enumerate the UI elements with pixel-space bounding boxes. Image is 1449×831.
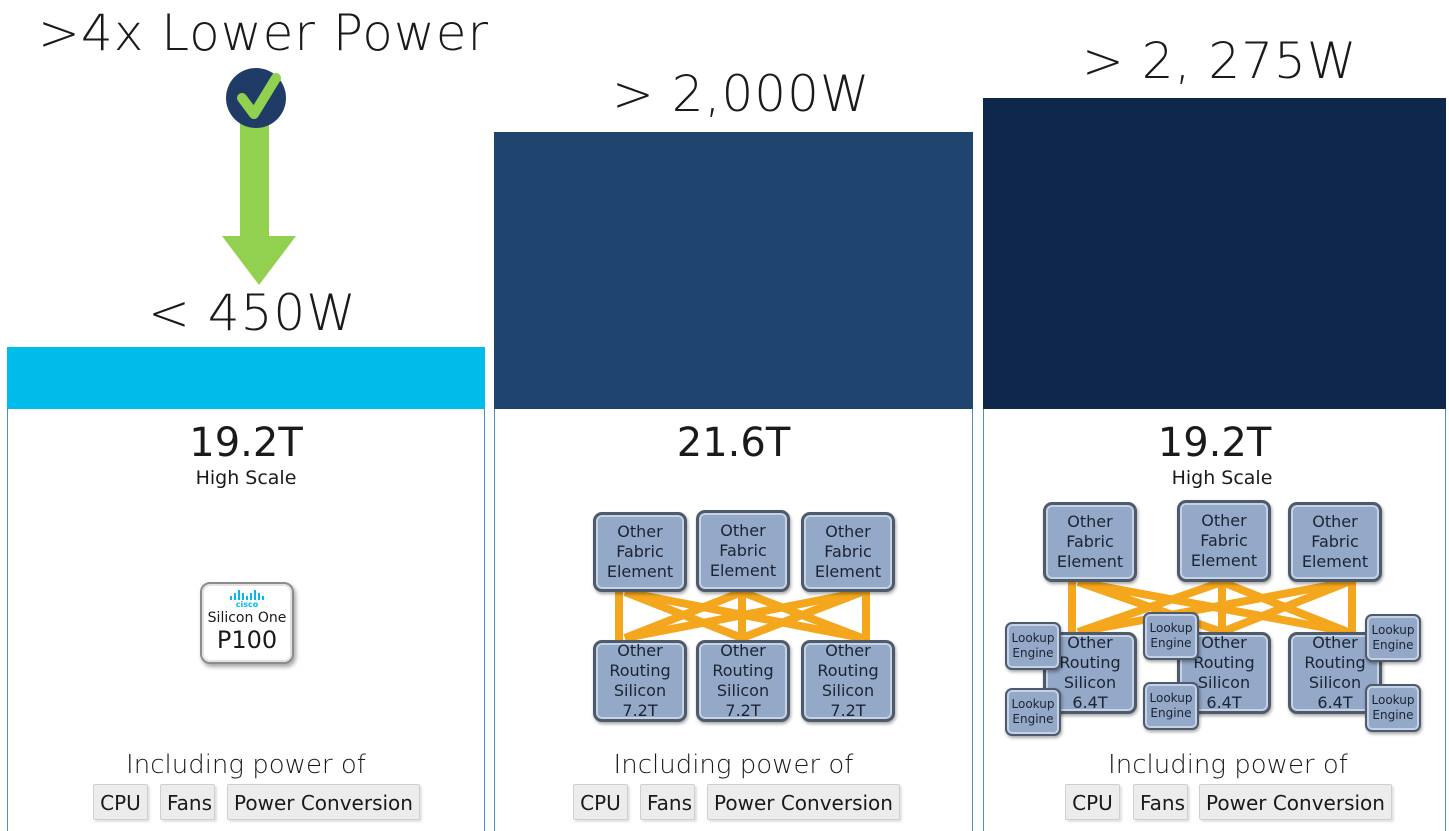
routing-silicon-2b: Other Routing Silicon 7.2T — [696, 640, 790, 722]
power-bar-competitor-1 — [494, 132, 973, 409]
chip-cpu-3: CPU — [1065, 784, 1120, 820]
column-1-frame — [7, 347, 485, 831]
capacity-competitor-1: 21.6T — [676, 420, 791, 466]
check-icon — [226, 68, 286, 128]
lookup-engine-3a-bottom: Lookup Engine — [1005, 688, 1061, 736]
routing-silicon-2c: Other Routing Silicon 7.2T — [801, 640, 895, 722]
including-power-label-3: Including power of — [1108, 750, 1348, 780]
fabric-element-2a: Other Fabric Element — [593, 512, 687, 592]
lookup-engine-3b-bottom: Lookup Engine — [1143, 682, 1199, 730]
including-power-label-1: Including power of — [126, 750, 366, 780]
fabric-element-2c: Other Fabric Element — [801, 512, 895, 592]
capacity-p100: 19.2T — [189, 420, 303, 466]
power-value-competitor-1: > 2,000W — [612, 65, 871, 123]
down-arrow-icon — [222, 118, 296, 285]
badge-line-2: P100 — [216, 626, 278, 654]
headline-lower-power: >4x Lower Power — [38, 4, 490, 62]
fabric-element-2b: Other Fabric Element — [696, 510, 790, 592]
chip-power-conversion-3: Power Conversion — [1199, 784, 1392, 820]
fabric-element-3a: Other Fabric Element — [1043, 502, 1137, 582]
lookup-engine-3a-top: Lookup Engine — [1005, 622, 1061, 670]
cisco-logo-text: cisco — [235, 600, 259, 609]
chip-cpu-1: CPU — [93, 784, 148, 820]
chip-fans-2: Fans — [640, 784, 695, 820]
routing-silicon-2a: Other Routing Silicon 7.2T — [593, 640, 687, 722]
chip-fans-3: Fans — [1133, 784, 1188, 820]
power-bar-p100 — [7, 347, 485, 409]
including-power-label-2: Including power of — [613, 750, 854, 780]
subtitle-p100: High Scale — [195, 467, 297, 489]
fabric-element-3b: Other Fabric Element — [1177, 500, 1271, 582]
lookup-engine-3b-top: Lookup Engine — [1143, 612, 1199, 660]
lookup-engine-3c-top: Lookup Engine — [1365, 614, 1421, 662]
subtitle-competitor-2: High Scale — [1171, 467, 1273, 489]
chip-cpu-2: CPU — [573, 784, 628, 820]
power-bar-competitor-2 — [983, 98, 1446, 409]
power-value-p100: < 450W — [148, 284, 357, 342]
badge-line-1: Silicon One — [207, 610, 287, 626]
fabric-element-3c: Other Fabric Element — [1288, 502, 1382, 582]
power-value-competitor-2: > 2, 275W — [1082, 32, 1358, 90]
cisco-logo-icon — [202, 590, 292, 600]
chip-power-conversion-2: Power Conversion — [707, 784, 900, 820]
silicon-one-p100-badge: cisco Silicon One P100 — [200, 582, 294, 664]
capacity-competitor-2: 19.2T — [1157, 420, 1272, 466]
column-2-frame — [494, 132, 973, 831]
chip-power-conversion-1: Power Conversion — [227, 784, 420, 820]
chip-fans-1: Fans — [160, 784, 215, 820]
lookup-engine-3c-bottom: Lookup Engine — [1365, 684, 1421, 732]
column-3-frame — [983, 98, 1446, 831]
